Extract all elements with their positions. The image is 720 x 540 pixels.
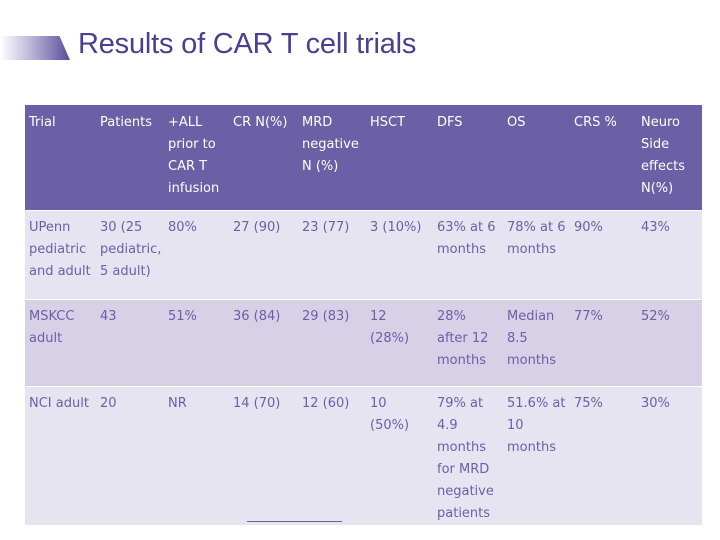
cell-crs: 90% [570,210,637,300]
page-title: Results of CAR T cell trials [78,28,417,60]
header-neuro-side-effects: Neuro Side effects N(%) [637,105,702,211]
header-mrd-negative: MRD negative N (%) [298,105,366,211]
cell-dfs: 28% after 12 months [433,299,503,387]
table-row: MSKCC adult 43 51% 36 (84) 29 (83) 12 (2… [25,299,702,387]
header-cr: CR N(%) [229,105,298,211]
cell-cr: 27 (90) [229,210,298,300]
table-row: NCI adult 20 NR 14 (70) 12 (60) 10 (50%)… [25,386,702,525]
header-all-prior: +ALL prior to CAR T infusion [164,105,229,211]
cell-crs: 77% [570,299,637,387]
cell-trial: MSKCC adult [25,299,96,387]
cell-patients: 20 [96,386,164,525]
cell-all-prior: 51% [164,299,229,387]
cell-hsct: 12 (28%) [366,299,433,387]
table-row: UPenn pediatric and adult 30 (25 pediatr… [25,210,702,300]
cell-trial: UPenn pediatric and adult [25,210,96,300]
header-patients: Patients [96,105,164,211]
cell-neuro: 52% [637,299,702,387]
cell-all-prior: 80% [164,210,229,300]
table-header-row: Trial Patients +ALL prior to CAR T infus… [25,105,702,211]
cell-mrd-negative: 29 (83) [298,299,366,387]
cell-dfs: 63% at 6 months [433,210,503,300]
results-table: Trial Patients +ALL prior to CAR T infus… [25,105,702,525]
cell-os: 51.6% at 10 months [503,386,570,525]
cell-neuro: 30% [637,386,702,525]
cell-cr: 36 (84) [229,299,298,387]
header-dfs: DFS [433,105,503,211]
header-crs: CRS % [570,105,637,211]
cell-neuro: 43% [637,210,702,300]
title-accent-bar [0,36,70,60]
decorative-underline [247,521,342,522]
cell-hsct: 10 (50%) [366,386,433,525]
header-hsct: HSCT [366,105,433,211]
cell-hsct: 3 (10%) [366,210,433,300]
cell-os: Median 8.5 months [503,299,570,387]
cell-mrd-negative: 12 (60) [298,386,366,525]
header-trial: Trial [25,105,96,211]
cell-all-prior: NR [164,386,229,525]
cell-crs: 75% [570,386,637,525]
cell-os: 78% at 6 months [503,210,570,300]
header-os: OS [503,105,570,211]
cell-trial: NCI adult [25,386,96,525]
cell-patients: 43 [96,299,164,387]
cell-patients: 30 (25 pediatric, 5 adult) [96,210,164,300]
cell-cr: 14 (70) [229,386,298,525]
cell-mrd-negative: 23 (77) [298,210,366,300]
cell-dfs: 79% at 4.9 months for MRD negative patie… [433,386,503,525]
